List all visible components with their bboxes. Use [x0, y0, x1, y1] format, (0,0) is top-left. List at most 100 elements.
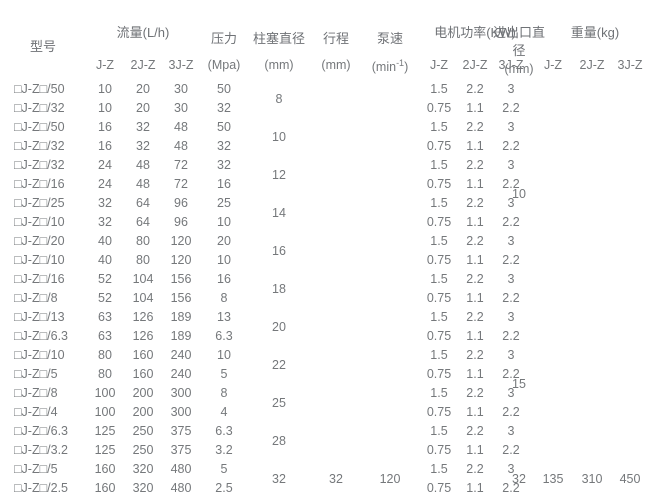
cell-power-2jz: 1.1: [466, 405, 484, 419]
cell-power-3jz: 2.2: [502, 101, 520, 115]
cell-pressure: 8: [220, 386, 228, 400]
header-plunger-unit: (mm): [264, 58, 294, 72]
cell-power-3jz: 3: [507, 386, 515, 400]
cell-flow-2jz: 126: [132, 329, 154, 343]
cell-pressure: 13: [217, 310, 231, 324]
header-model: 型号: [29, 39, 56, 54]
cell-flow-jz: 40: [98, 253, 112, 267]
cell-pressure: 32: [217, 158, 231, 172]
cell-power-jz: 1.5: [430, 120, 448, 134]
cell-pressure: 4: [220, 405, 228, 419]
cell-flow-3jz: 120: [170, 253, 192, 267]
cell-power-3jz: 3: [507, 348, 515, 362]
cell-flow-3jz: 96: [174, 215, 188, 229]
cell-power-jz: 0.75: [426, 215, 452, 229]
cell-flow-3jz: 96: [174, 196, 188, 210]
cell-model: □J-Z□/13: [14, 310, 65, 324]
cell-power-3jz: 3: [507, 310, 515, 324]
header-speed-unit-pre: (min: [371, 60, 397, 75]
cell-flow-2jz: 104: [132, 291, 154, 305]
cell-flow-3jz: 156: [170, 272, 192, 286]
cell-flow-2jz: 200: [132, 405, 154, 419]
cell-power-jz: 1.5: [430, 310, 448, 324]
header-port-line1: 进出口直: [492, 25, 545, 40]
cell-flow-2jz: 48: [136, 177, 150, 191]
cell-pressure: 10: [217, 215, 231, 229]
cell-pressure: 5: [220, 462, 228, 476]
cell-flow-jz: 125: [94, 424, 116, 438]
cell-flow-2jz: 64: [136, 215, 150, 229]
cell-power-2jz: 1.1: [466, 215, 484, 229]
table-row: □J-Z□/10 80 160 240 10 1.5 2.2 3: [0, 346, 650, 365]
cell-flow-jz: 63: [98, 310, 112, 324]
cell-model: □J-Z□/32: [14, 101, 65, 115]
cell-model: □J-Z□/6.3: [14, 424, 68, 438]
cell-flow-3jz: 300: [170, 405, 192, 419]
cell-power-2jz: 1.1: [466, 101, 484, 115]
cell-flow-3jz: 30: [174, 101, 188, 115]
cell-flow-jz: 160: [94, 481, 116, 495]
cell-power-3jz: 2.2: [502, 367, 520, 381]
cell-model: □J-Z□/10: [14, 348, 65, 362]
header-power-3jz: 3J-Z: [498, 58, 524, 72]
cell-power-jz: 0.75: [426, 443, 452, 457]
header-flow-group: 流量(L/h): [116, 25, 170, 40]
cell-weight-3jz: 450: [619, 472, 641, 486]
header-port-line2: 径: [512, 43, 526, 58]
cell-flow-jz: 52: [98, 291, 112, 305]
cell-flow-2jz: 20: [136, 101, 150, 115]
cell-flow-jz: 80: [98, 367, 112, 381]
cell-power-2jz: 2.2: [466, 120, 484, 134]
cell-plunger-diameter: 10: [272, 130, 286, 144]
cell-power-2jz: 2.2: [466, 424, 484, 438]
cell-power-3jz: 2.2: [502, 253, 520, 267]
cell-model: □J-Z□/6.3: [14, 329, 68, 343]
cell-flow-jz: 100: [94, 386, 116, 400]
cell-pressure: 16: [217, 177, 231, 191]
cell-plunger-diameter: 14: [272, 206, 286, 220]
cell-flow-2jz: 20: [136, 82, 150, 96]
table-row: □J-Z□/50 16 32 48 50 1.5 2.2 3: [0, 118, 650, 137]
header-power-group: 电机功率(KW): [434, 25, 516, 40]
cell-flow-jz: 63: [98, 329, 112, 343]
cell-model: □J-Z□/5: [14, 367, 58, 381]
cell-model: □J-Z□/50: [14, 120, 65, 134]
cell-model: □J-Z□/16: [14, 177, 65, 191]
table-row: □J-Z□/16 24 48 72 16 0.75 1.1 2.2: [0, 175, 650, 194]
cell-power-jz: 1.5: [430, 82, 448, 96]
cell-power-jz: 0.75: [426, 367, 452, 381]
table-row: □J-Z□/10 40 80 120 10 0.75 1.1 2.2: [0, 251, 650, 270]
cell-power-jz: 1.5: [430, 348, 448, 362]
table-row: □J-Z□/32 16 32 48 32 0.75 1.1 2.2: [0, 137, 650, 156]
cell-flow-3jz: 156: [170, 291, 192, 305]
cell-flow-jz: 24: [98, 177, 112, 191]
cell-model: □J-Z□/4: [14, 405, 58, 419]
header-speed-unit-exponent: -1: [396, 58, 405, 68]
cell-power-3jz: 2.2: [502, 481, 520, 495]
cell-power-jz: 0.75: [426, 139, 452, 153]
header-weight-group: 重量(kg): [570, 25, 620, 40]
cell-flow-jz: 125: [94, 443, 116, 457]
cell-plunger-diameter: 16: [272, 244, 286, 258]
cell-flow-2jz: 104: [132, 272, 154, 286]
table-row: □J-Z□/8 100 200 300 8 1.5 2.2 3: [0, 384, 650, 403]
cell-power-2jz: 1.1: [466, 291, 484, 305]
cell-pressure: 2.5: [215, 481, 233, 495]
cell-port-diameter: 32: [512, 472, 526, 486]
cell-plunger-diameter: 32: [272, 472, 286, 486]
cell-power-3jz: 3: [507, 424, 515, 438]
cell-power-jz: 0.75: [426, 481, 452, 495]
cell-pressure: 5: [220, 367, 228, 381]
header-pressure: 压力: [210, 31, 237, 46]
cell-flow-3jz: 72: [174, 158, 188, 172]
cell-plunger-diameter: 12: [272, 168, 286, 182]
cell-flow-3jz: 189: [170, 310, 192, 324]
cell-port-diameter: 15: [512, 377, 526, 391]
header-flow-3jz: 3J-Z: [168, 58, 194, 72]
cell-power-2jz: 2.2: [466, 386, 484, 400]
cell-flow-jz: 40: [98, 234, 112, 248]
table-body: □J-Z□/50 10 20 30 50 1.5 2.2 3 □J-Z□/32 10 20 30 32 0…: [0, 80, 650, 498]
table-row: □J-Z□/8 52 104 156 8 0.75 1.1 2.2: [0, 289, 650, 308]
header-weight-3jz: 3J-Z: [617, 58, 643, 72]
